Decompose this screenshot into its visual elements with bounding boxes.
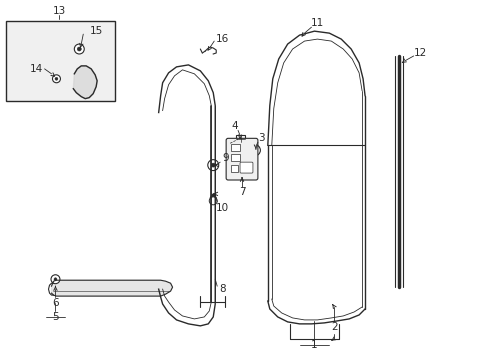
Bar [231,165,238,172]
Circle shape [52,75,61,83]
Text: 10: 10 [215,203,228,213]
Text: 13: 13 [53,6,66,16]
Text: 12: 12 [413,48,427,58]
Text: 15: 15 [89,26,102,36]
Circle shape [207,159,218,171]
Text: 11: 11 [310,18,324,28]
Circle shape [211,163,215,167]
Text: 16: 16 [215,34,228,44]
Text: 1: 1 [310,340,317,350]
Bar [231,144,240,151]
Circle shape [54,278,57,281]
FancyBboxPatch shape [225,138,257,180]
Polygon shape [210,194,216,200]
Text: 9: 9 [223,153,229,163]
Text: 14: 14 [30,64,43,74]
Bar [236,135,244,142]
Text: 4: 4 [231,121,238,131]
Polygon shape [73,66,97,99]
Text: 2: 2 [330,322,337,332]
Bar [6,21,115,100]
Circle shape [74,44,84,54]
Text: 3: 3 [258,133,264,143]
Text: 5: 5 [52,312,59,322]
Circle shape [249,145,260,156]
FancyBboxPatch shape [240,162,252,173]
Circle shape [77,47,81,51]
Polygon shape [51,280,172,296]
Bar [231,154,240,161]
Circle shape [55,77,58,80]
Circle shape [209,197,217,205]
Text: 7: 7 [238,187,245,197]
Circle shape [252,148,256,152]
Text: 6: 6 [52,298,59,308]
Circle shape [51,275,60,284]
Text: 8: 8 [219,284,225,294]
